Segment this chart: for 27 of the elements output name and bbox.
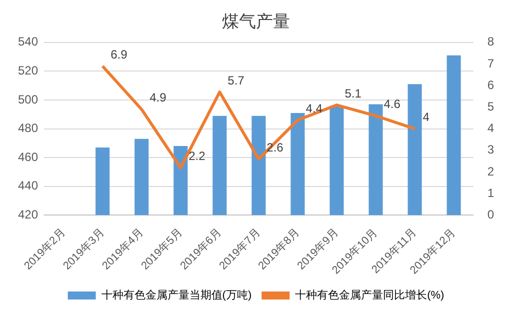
- data-label: 4.4: [306, 101, 323, 116]
- y2-tick-label: 6: [487, 78, 494, 92]
- y2-tick-label: 7: [487, 56, 494, 70]
- data-label: 4: [422, 110, 430, 124]
- y-tick-label: 420: [18, 207, 38, 222]
- data-label: 6.9: [110, 47, 128, 62]
- y-tick-label: 500: [18, 92, 38, 106]
- y2-tick-label: 8: [487, 34, 494, 49]
- data-label: 4.9: [150, 90, 167, 105]
- data-label: 2.2: [188, 148, 206, 163]
- data-label: 5.1: [344, 86, 362, 100]
- y2-tick-label: 0: [487, 207, 494, 222]
- data-label: 4.6: [384, 97, 401, 112]
- y2-tick-label: 1: [487, 186, 494, 200]
- legend-label: 十种有色金属产量同比增长(%): [295, 288, 444, 302]
- chart-title: 煤气产量: [222, 12, 290, 31]
- data-label: 5.7: [228, 73, 245, 88]
- y-tick-label: 480: [18, 121, 38, 136]
- y-tick-label: 460: [18, 150, 38, 164]
- y2-tick-label: 2: [487, 164, 494, 178]
- y-tick-label: 520: [18, 64, 38, 78]
- y2-tick-label: 5: [487, 99, 494, 114]
- y-tick-label: 540: [18, 34, 38, 49]
- y2-tick-label: 3: [487, 142, 494, 157]
- y-tick-label: 440: [18, 178, 38, 193]
- y2-tick-label: 4: [487, 121, 494, 136]
- legend-label: 十种有色金属产量当期值(万吨): [101, 288, 252, 302]
